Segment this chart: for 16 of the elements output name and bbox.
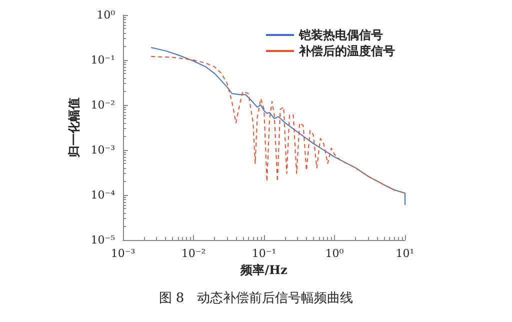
x-tick-label: 10⁰ [325,247,344,260]
y-axis-title: 归一化幅值 [66,98,81,158]
x-tick-label: 10¹ [396,247,414,260]
legend-label: 补偿后的温度信号 [298,44,395,58]
y-tick-label: 10⁰ [96,8,116,22]
legend-label: 铠装热电偶信号 [298,28,383,42]
y-tick-label: 10⁻³ [90,144,115,156]
x-tick-label: 10⁻³ [110,247,136,260]
y-tick-label: 10⁻² [90,98,115,112]
x-tick-label: 10⁻¹ [252,247,276,260]
y-tick-label: 10⁻⁵ [90,234,115,246]
y-tick-label: 10⁻⁴ [90,188,116,202]
caption: 图 8 动态补偿前后信号幅频曲线 [158,291,354,306]
x-axis-title: 频率/Hz [240,262,288,277]
x-tick-label: 10⁻² [181,247,206,260]
y-tick-label: 10⁻¹ [90,54,115,66]
